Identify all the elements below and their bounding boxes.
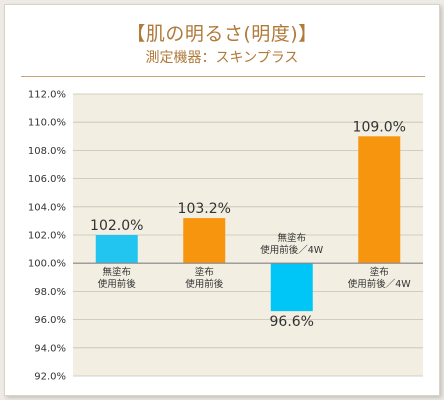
bar (183, 218, 226, 264)
value-label: 102.0% (90, 218, 143, 234)
value-labels: 102.0% 103.2% 96.6% 109.0% (90, 119, 406, 330)
category-label: 無塗布 (102, 266, 131, 278)
y-tick-label: 102.0% (28, 231, 66, 242)
category-label: 使用前後 (98, 278, 137, 290)
category-label: 塗布 (370, 266, 389, 278)
bar (358, 136, 401, 264)
y-axis-ticks: 112.0% 110.0% 108.0% 106.0% 104.0% 102.0% 100.… (28, 90, 66, 383)
y-tick-label: 104.0% (28, 202, 66, 213)
title-divider (21, 76, 425, 77)
y-tick-label: 108.0% (28, 146, 66, 157)
y-tick-label: 106.0% (28, 174, 66, 185)
category-label: 使用前後／4W (348, 278, 412, 290)
bars (95, 136, 401, 312)
bar (95, 235, 138, 264)
y-tick-label: 96.0% (34, 315, 66, 326)
y-tick-label: 98.0% (34, 287, 66, 298)
y-tick-label: 100.0% (28, 259, 66, 270)
category-label: 塗布 (195, 266, 214, 278)
value-label: 96.6% (270, 314, 314, 330)
category-label: 無塗布 (277, 232, 306, 244)
y-tick-label: 92.0% (34, 372, 66, 383)
category-label: 使用前後／4W (260, 244, 324, 256)
value-label: 103.2% (178, 201, 231, 217)
y-tick-label: 112.0% (28, 90, 66, 101)
y-tick-label: 94.0% (34, 343, 66, 354)
value-label: 109.0% (353, 119, 406, 135)
category-label: 使用前後 (185, 278, 224, 290)
bar (270, 263, 313, 312)
chart-title: 【肌の明るさ(明度)】 (126, 23, 318, 45)
y-tick-label: 110.0% (28, 118, 66, 129)
chart-subtitle: 測定機器：スキンプラス (145, 50, 299, 66)
